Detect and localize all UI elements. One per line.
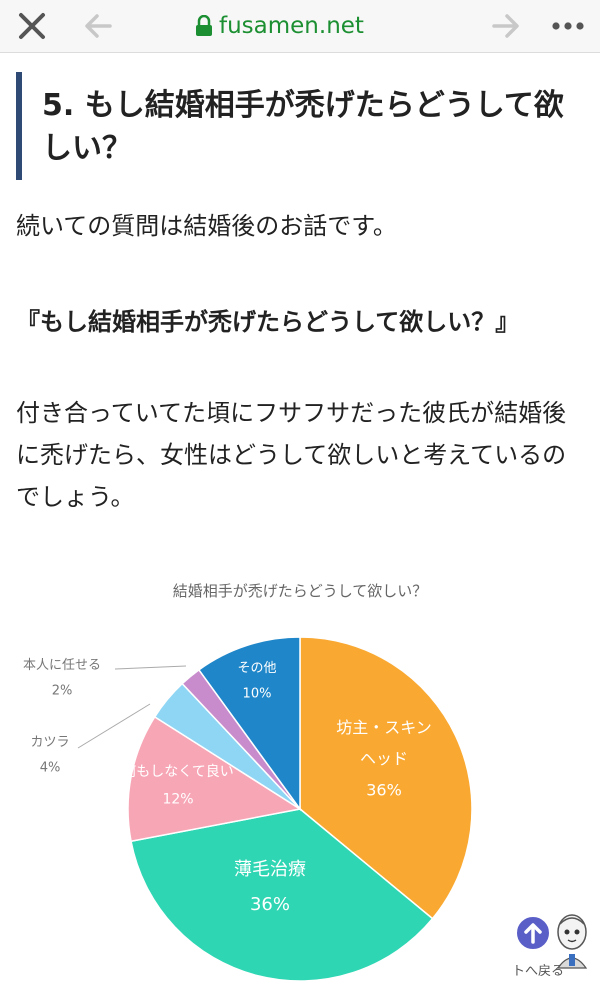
pie-chart: 結婚相手が禿げたらどうして欲しい？ 坊主・スキンヘッド 36% 薄毛治療 36% 何もし… [0,570,600,982]
mascot-caption: トへ戻る [512,964,565,979]
leader-line [77,703,151,749]
browser-toolbar: fusamen.net [0,0,600,53]
lock-icon [196,15,212,36]
chart-title: 結婚相手が禿げたらどうして欲しい？ [173,582,428,600]
intro-paragraph: 続いての質問は結婚後のお話です。 [16,212,397,240]
mascot-character[interactable] [548,908,596,982]
slice-label: 薄毛治療 36% [234,859,306,915]
more-icon[interactable] [548,8,588,44]
pie-slice [130,808,434,982]
body-paragraph: 付き合っていてた頃にフサフサだった彼氏が結婚後に禿げたら、女性はどうして欲しいと… [16,399,567,511]
question-paragraph: 『もし結婚相手が禿げたらどうして欲しい？』 [16,308,520,336]
close-icon[interactable] [14,8,50,44]
slice-label: 本人に任せる 2% [23,658,101,698]
pie-chart-svg: 結婚相手が禿げたらどうして欲しい？ 坊主・スキンヘッド 36% 薄毛治療 36% 何もし… [23,582,473,982]
leader-line [114,665,187,670]
forward-arrow-icon[interactable] [488,8,524,44]
back-arrow-icon[interactable] [80,8,116,44]
url-text: fusamen.net [219,13,364,39]
pie-slice [299,636,473,920]
arrow-up-circle-icon[interactable] [515,915,551,951]
slice-label: 坊主・スキンヘッド 36% [336,718,432,799]
section-heading: 5. もし結婚相手が禿げたらどうして欲しい？ [16,72,582,180]
pie-slice [127,715,303,843]
slice-label: 何もしなくて良い 12% [122,764,234,807]
address-bar[interactable]: fusamen.net [195,9,405,43]
section-heading-text: 5. もし結婚相手が禿げたらどうして欲しい？ [42,88,564,166]
slice-label: その他 10% [237,661,276,701]
pie-slice [197,636,301,812]
mascot-character-icon [556,914,588,969]
slice-label: カツラ 4% [30,735,69,775]
